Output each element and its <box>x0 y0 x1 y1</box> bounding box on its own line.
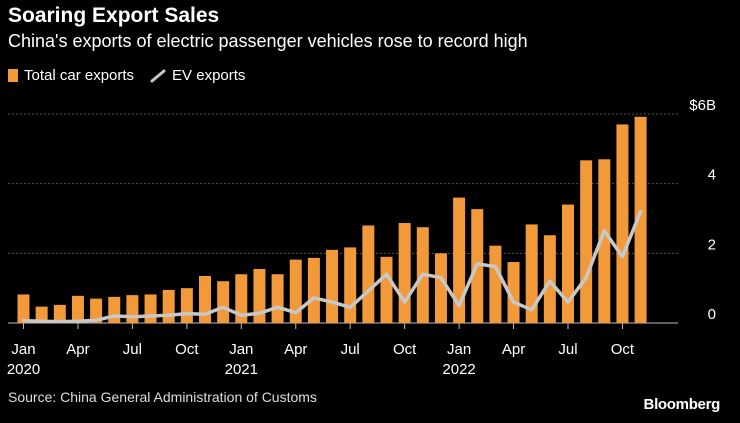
x-tick-label: Jul <box>558 341 577 358</box>
bar <box>307 257 320 323</box>
chart-title: Soaring Export Sales <box>8 4 220 27</box>
y-tick-label: 4 <box>708 167 716 184</box>
bar <box>616 124 629 323</box>
bar <box>344 247 357 323</box>
x-tick-label: Oct <box>175 341 199 358</box>
y-tick-label: 0 <box>708 306 716 323</box>
bar <box>562 204 574 323</box>
x-tick-label: Apr <box>502 341 525 358</box>
bar <box>235 274 248 323</box>
bar <box>17 294 30 323</box>
chart-subtitle: China's exports of electric passenger ve… <box>8 31 528 51</box>
x-year-label: 2021 <box>225 361 258 378</box>
bar <box>362 225 375 323</box>
x-tick-label: Oct <box>393 341 417 358</box>
x-tick-label: Jul <box>341 341 360 358</box>
x-tick-label: Jan <box>229 341 253 358</box>
legend-line-label: EV exports <box>172 67 246 84</box>
bar <box>453 197 466 323</box>
bar <box>380 256 393 323</box>
x-tick-label: Apr <box>66 341 89 358</box>
x-tick-label: Jul <box>123 341 142 358</box>
legend-line-swatch <box>150 69 166 82</box>
bar <box>108 296 121 323</box>
bar <box>543 235 556 323</box>
x-year-label: 2020 <box>7 361 40 378</box>
bloomberg-logo: Bloomberg <box>643 396 721 413</box>
legend: Total car exports EV exports <box>8 67 245 84</box>
x-tick-label: Oct <box>611 341 635 358</box>
y-tick-label: $6B <box>689 97 716 114</box>
bar <box>90 298 103 323</box>
x-tick-label: Apr <box>284 341 307 358</box>
bar <box>326 249 339 323</box>
y-axis: 0 2 4 $6B <box>689 97 716 323</box>
line-series <box>21 209 643 324</box>
bar <box>71 295 84 323</box>
bar <box>253 269 266 323</box>
x-tick-label: Jan <box>11 341 35 358</box>
y-tick-label: 2 <box>708 236 716 253</box>
x-year-label: 2022 <box>442 361 475 378</box>
legend-bar-label: Total car exports <box>24 67 135 84</box>
bar <box>217 281 230 323</box>
bar <box>634 116 647 323</box>
ev-exports-line <box>21 209 643 324</box>
bar <box>144 294 157 323</box>
bar <box>271 274 284 323</box>
bar <box>580 160 593 323</box>
bar <box>507 262 520 323</box>
bar <box>35 306 48 323</box>
legend-bar-swatch <box>8 69 18 82</box>
bar <box>489 245 502 323</box>
bar <box>434 253 447 323</box>
x-tick-label: Jan <box>447 341 471 358</box>
x-axis: Jan 2020 Apr Jul Oct Jan 2021 Apr Jul Oct Jan 2022 A… <box>7 323 635 378</box>
bar-series <box>17 116 647 323</box>
bar <box>126 295 139 323</box>
bar <box>289 259 302 323</box>
bar <box>162 289 175 323</box>
bar <box>525 224 538 323</box>
bar <box>199 275 211 323</box>
source-note: Source: China General Administration of … <box>8 389 317 405</box>
bar <box>598 159 611 323</box>
bar <box>398 223 411 323</box>
bar <box>53 304 66 323</box>
bar <box>180 288 193 323</box>
